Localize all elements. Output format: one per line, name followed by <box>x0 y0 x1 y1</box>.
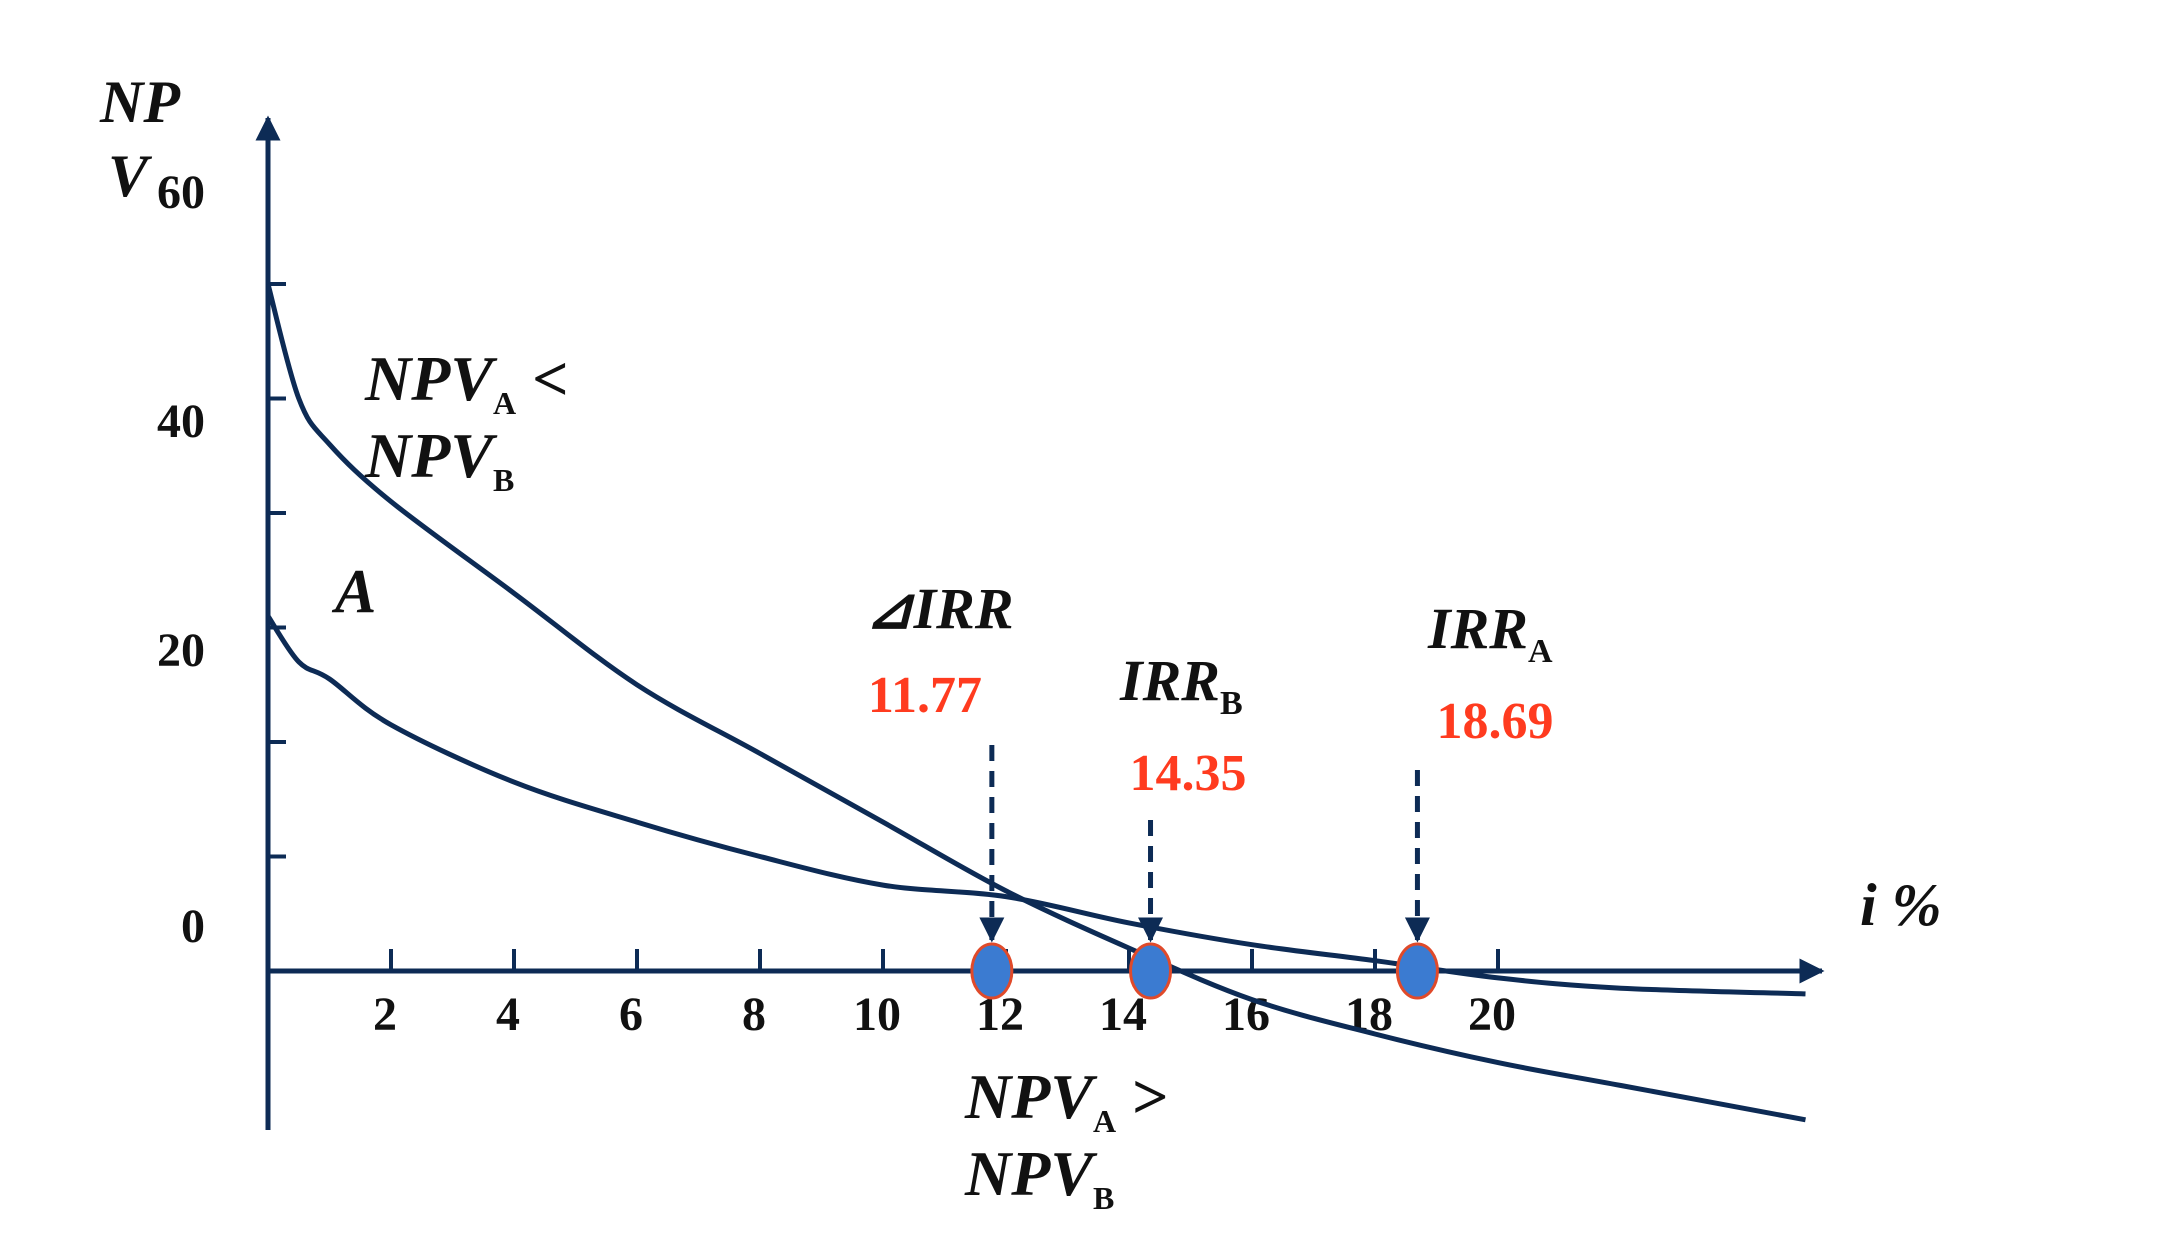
annotation-bottom-line2: NPVB <box>964 1138 1114 1216</box>
x-tick-label-14: 14 <box>1099 988 1147 1041</box>
y-tick-label-40: 40 <box>157 395 205 448</box>
marker-label-18.69: IRRA <box>1427 596 1553 670</box>
x-tick-label-4: 4 <box>496 988 520 1041</box>
marker-subscript-A: A <box>1528 633 1553 670</box>
marker-subscript-B: B <box>1220 685 1243 722</box>
annotation-top-line2-subscript: B <box>493 462 514 498</box>
annotation-bottom-line1-subscript: A <box>1093 1103 1116 1139</box>
x-tick-label-10: 10 <box>853 988 901 1041</box>
labels: NP Vi % A ⊿IRR 11.77 IRRB 14.35 IRRA 18.69 NPVA <… <box>99 69 1942 1216</box>
y-tick-label-0: 0 <box>181 900 205 953</box>
y-tick-label-60: 60 <box>157 166 205 219</box>
y-axis-label-line2: V <box>108 143 153 209</box>
marker-value-18.69: 18.69 <box>1437 693 1554 750</box>
marker-value-11.77: 11.77 <box>868 667 982 724</box>
annotation-top-line2: NPVB <box>364 420 514 498</box>
marker-label-14.35: IRRB <box>1119 648 1243 722</box>
y-tick-label-20: 20 <box>157 624 205 677</box>
annotation-top-line1-subscript: A <box>493 385 516 421</box>
x-tick-label-6: 6 <box>619 988 643 1041</box>
x-axis-label: i % <box>1860 872 1942 938</box>
annotation-bottom-line2-subscript: B <box>1093 1180 1114 1216</box>
irr-point-18.69 <box>1395 942 1439 1000</box>
series-line-A <box>265 283 1806 1123</box>
x-tick-label-2: 2 <box>373 988 397 1041</box>
irr-point-11.77 <box>970 942 1014 1000</box>
marker-label-11.77: ⊿IRR <box>865 576 1014 641</box>
series-line-B <box>265 614 1806 997</box>
irr-markers <box>970 745 1439 1000</box>
annotation-top-line1-operator: < <box>516 343 568 414</box>
annotation-bottom-line1-operator: > <box>1116 1061 1168 1132</box>
x-tick-label-20: 20 <box>1468 988 1516 1041</box>
marker-value-14.35: 14.35 <box>1130 745 1247 802</box>
y-axis-label-line1: NP <box>99 69 181 135</box>
irr-point-14.35 <box>1129 942 1173 1000</box>
series-label-A: A <box>331 558 376 626</box>
annotation-bottom-line1: NPVA > <box>964 1061 1169 1139</box>
x-tick-label-8: 8 <box>742 988 766 1041</box>
curves <box>265 283 1806 1123</box>
annotation-top-line1: NPVA < <box>364 343 569 421</box>
